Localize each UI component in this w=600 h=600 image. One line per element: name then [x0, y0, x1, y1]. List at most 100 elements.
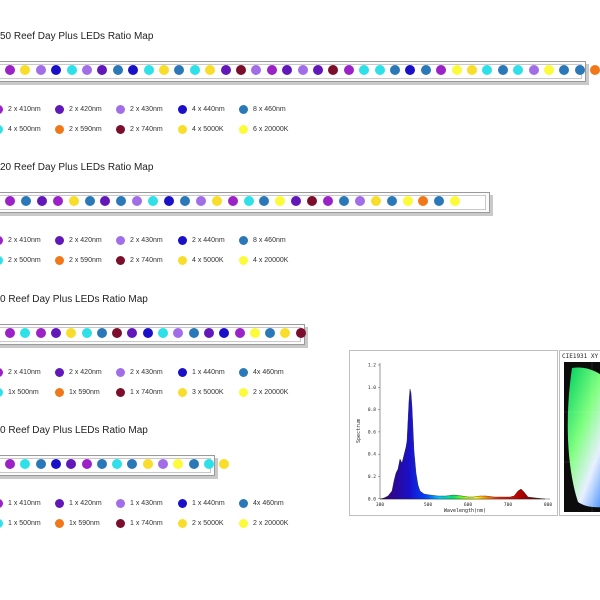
led-dot-500nm: [374, 65, 385, 75]
led-dot-500nm: [143, 65, 154, 75]
legend-label: 4 x 500nm: [8, 125, 41, 133]
led-dot-440nm: [50, 459, 61, 469]
legend-item: 3 x 5000K: [178, 386, 224, 398]
legend-item: 4 x 5000K: [178, 123, 224, 135]
led-dot-410nm: [436, 65, 447, 75]
legend-label: 2 x 20000K: [253, 519, 289, 527]
led-dot-500nm: [20, 459, 31, 469]
legend-swatch: [0, 124, 3, 134]
legend-item: 1 x 440nm: [178, 366, 225, 378]
led-dot-420nm: [313, 65, 323, 75]
led-dot-430nm: [82, 65, 92, 75]
legend-item: 4 x 5000K: [178, 254, 224, 266]
legend-item: 2 x 590nm: [55, 254, 102, 266]
led-dot-500nm: [81, 328, 92, 338]
led-dot-420nm: [66, 459, 77, 469]
led-dot-5000K: [142, 459, 153, 469]
led-dot-5000K: [219, 459, 230, 469]
legend-item: 2 x 430nm: [116, 366, 163, 378]
legend-swatch: [116, 255, 125, 265]
spectrum-x-tick: 600: [464, 502, 472, 508]
legend-label: 8 x 460nm: [253, 105, 286, 113]
led-dot-590nm: [590, 65, 600, 75]
legend-label: 2 x 740nm: [130, 125, 163, 133]
led-dot-460nm: [386, 196, 397, 206]
led-dot-410nm: [81, 459, 92, 469]
legend-label: 4x 460nm: [253, 499, 284, 507]
legend-label: 1 x 430nm: [130, 499, 163, 507]
legend-label: 1 x 500nm: [8, 519, 41, 527]
led-strip: [0, 455, 230, 476]
led-dot-430nm: [297, 65, 308, 75]
led-dot-410nm: [5, 196, 15, 206]
section-title: 50 Reef Day Plus LEDs Ratio Map: [0, 31, 154, 42]
led-dot-420nm: [100, 196, 111, 206]
led-dot-420nm: [50, 328, 61, 338]
led-dot-460nm: [497, 65, 508, 75]
led-strip: [0, 324, 306, 345]
legend-swatch: [178, 255, 187, 265]
legend-label: 1 x 410nm: [8, 499, 41, 507]
legend-item: 2 x 20000K: [239, 386, 288, 398]
led-dot-410nm: [323, 196, 333, 206]
led-dot-460nm: [96, 459, 107, 469]
spectrum-y-tick: 0.6: [368, 429, 376, 435]
led-dot-420nm: [203, 328, 214, 338]
legend-item: 4 x 500nm: [0, 123, 41, 135]
legend-swatch: [239, 518, 248, 528]
led-dot-500nm: [513, 65, 524, 75]
legend-swatch: [239, 124, 248, 134]
led-dot-460nm: [338, 196, 349, 206]
legend-swatch: [178, 235, 187, 245]
legend-label: 1x 500nm: [8, 388, 39, 396]
led-dot-500nm: [482, 65, 493, 75]
legend-item: 1 x 440nm: [178, 497, 225, 509]
led-dot-460nm: [174, 65, 185, 75]
legend-item: 2 x 740nm: [116, 254, 163, 266]
legend-item: 2 x 410nm: [0, 366, 41, 378]
spectrum-x-tick: 700: [504, 502, 512, 508]
section-title: 20 Reef Day Plus LEDs Ratio Map: [0, 162, 154, 173]
legend-label: 4x 460nm: [253, 368, 284, 376]
legend-label: 6 x 20000K: [253, 125, 289, 133]
legend-item: 4 x 440nm: [178, 103, 225, 115]
legend-swatch: [55, 498, 64, 508]
legend-item: 8 x 460nm: [239, 234, 286, 246]
led-dot-410nm: [5, 459, 15, 469]
legend-swatch: [0, 498, 3, 508]
legend-item: 1 x 420nm: [55, 497, 102, 509]
led-dot-410nm: [5, 65, 15, 75]
legend-label: 1 x 440nm: [192, 499, 225, 507]
legend-label: 2 x 5000K: [192, 519, 224, 527]
led-dot-460nm: [574, 65, 585, 75]
spectrum-x-label: Wavelength(nm): [444, 508, 486, 514]
led-dot-420nm: [127, 328, 138, 338]
led-dot-20000K: [402, 196, 413, 206]
led-dot-20000K: [450, 196, 461, 206]
legend-item: 1x 500nm: [0, 386, 39, 398]
legend-item: 2 x 440nm: [178, 234, 225, 246]
led-dot-430nm: [35, 65, 46, 75]
legend-label: 2 x 420nm: [69, 105, 102, 113]
led-dot-440nm: [128, 65, 139, 75]
led-strip: [0, 61, 600, 82]
legend-label: 2 x 430nm: [130, 105, 163, 113]
led-dot-430nm: [195, 196, 206, 206]
led-dot-460nm: [188, 459, 199, 469]
legend-swatch: [55, 367, 64, 377]
led-dot-740nm: [236, 65, 246, 75]
legend-swatch: [55, 235, 64, 245]
legend-item: 1 x 430nm: [116, 497, 163, 509]
led-dot-430nm: [132, 196, 143, 206]
spectrum-y-tick: 0.8: [368, 407, 376, 413]
legend-label: 2 x 590nm: [69, 125, 102, 133]
led-dot-430nm: [528, 65, 539, 75]
legend-label: 2 x 590nm: [69, 256, 102, 264]
legend-item: 2 x 740nm: [116, 123, 163, 135]
led-dot-20000K: [451, 65, 462, 75]
legend-swatch: [116, 124, 125, 134]
legend-swatch: [116, 518, 125, 528]
legend-item: 2 x 420nm: [55, 234, 102, 246]
led-dot-440nm: [142, 328, 153, 338]
led-dot-410nm: [227, 196, 238, 206]
